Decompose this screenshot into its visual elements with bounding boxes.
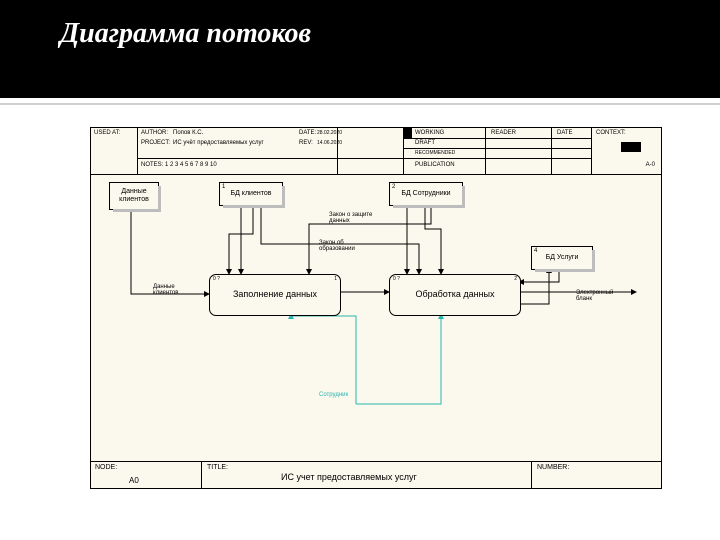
hdr-context: CONTEXT:: [596, 130, 626, 136]
working-marker: [403, 128, 411, 138]
ftr-number-l: NUMBER:: [537, 464, 569, 471]
context-box-icon: [621, 142, 641, 152]
hdr-draft: DRAFT: [415, 140, 435, 146]
hdr-project-v: ИС учёт предоставляемых услуг: [173, 140, 264, 146]
flow-label: Данныеклиентов: [153, 284, 178, 297]
arrows-layer: [91, 174, 661, 462]
flow-label: Закон о защитеданных: [329, 212, 372, 225]
hdr-date-l: DATE:: [299, 130, 316, 136]
flow-label: Электронныйбланк: [576, 290, 613, 303]
hdr-pub: PUBLICATION: [415, 162, 455, 168]
external-e3: 2БД Сотрудники: [389, 182, 463, 206]
title-bar: Диаграмма потоков: [0, 0, 720, 98]
hdr-rec: RECOMMENDED: [415, 150, 455, 156]
flow-label: Закон обобразовании: [319, 240, 355, 253]
process-p2: 0 ?2Обработка данных: [389, 274, 521, 316]
diagram-body: Данныеклиентов 1БД клиентов 2БД Сотрудники…: [91, 174, 661, 462]
title-rule: [0, 103, 720, 105]
canvas-header: USED AT: AUTHOR: Попов К.С. PROJECT: ИС …: [91, 128, 661, 175]
flow-label: Сотрудник: [319, 392, 348, 398]
hdr-date2: DATE: [557, 130, 573, 136]
hdr-author-l: AUTHOR:: [141, 130, 168, 136]
hdr-notes: NOTES: 1 2 3 4 5 6 7 8 9 10: [141, 162, 217, 168]
hdr-a0: A-0: [646, 162, 655, 168]
canvas-footer: NODE: A0 TITLE: ИС учет предоставляемых …: [91, 461, 661, 488]
ftr-node-l: NODE:: [95, 464, 117, 471]
hdr-author-v: Попов К.С.: [173, 130, 203, 136]
idef0-canvas: USED AT: AUTHOR: Попов К.С. PROJECT: ИС …: [90, 127, 662, 489]
hdr-usedat: USED AT:: [94, 130, 120, 136]
hdr-date-v: 28.02.2020: [317, 130, 342, 136]
ftr-title-l: TITLE:: [207, 464, 228, 471]
external-e2: 1БД клиентов: [219, 182, 283, 206]
hdr-rev-v: 14.06.2020: [317, 140, 342, 146]
hdr-project-l: PROJECT:: [141, 140, 170, 146]
ftr-title-v: ИС учет предоставляемых услуг: [281, 472, 417, 482]
hdr-reader: READER: [491, 130, 516, 136]
process-p1: 0 ?1Заполнение данных: [209, 274, 341, 316]
external-e1: Данныеклиентов: [109, 182, 159, 210]
hdr-rev-l: REV:: [299, 140, 313, 146]
hdr-working: WORKING: [415, 130, 444, 136]
external-e4: 4БД Услуги: [531, 246, 593, 270]
slide-title: Диаграмма потоков: [60, 18, 311, 50]
ftr-node-v: A0: [129, 476, 139, 485]
